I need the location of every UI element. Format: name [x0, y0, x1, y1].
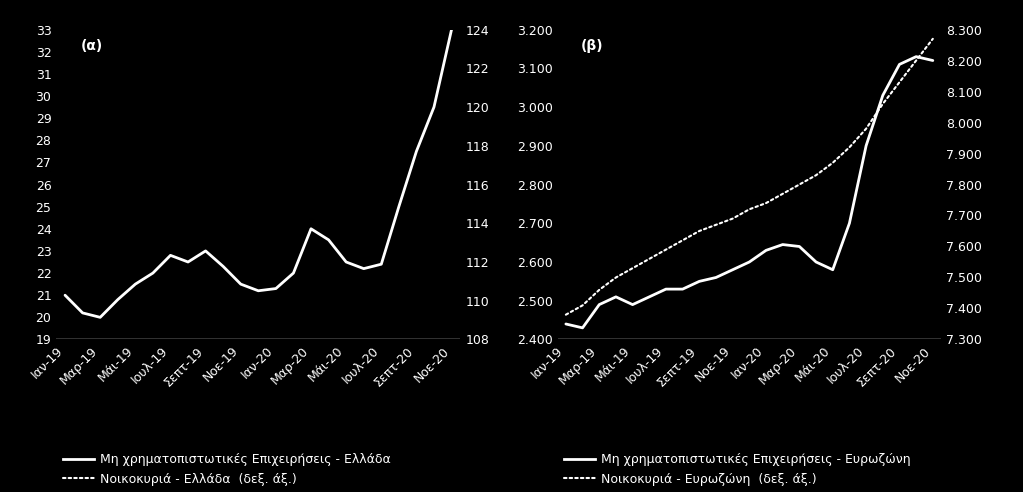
Text: (α): (α) [81, 39, 102, 53]
Text: (β): (β) [581, 39, 604, 53]
Legend: Μη χρηματοπιστωτικές Επιχειρήσεις - Ελλάδα, Νοικοκυριά - Ελλάδα  (δεξ. άξ.): Μη χρηματοπιστωτικές Επιχειρήσεις - Ελλά… [62, 454, 391, 486]
Legend: Μη χρηματοπιστωτικές Επιχειρήσεις - Ευρωζώνη, Νοικοκυριά - Ευρωζώνη  (δεξ. άξ.): Μη χρηματοπιστωτικές Επιχειρήσεις - Ευρω… [564, 454, 910, 486]
